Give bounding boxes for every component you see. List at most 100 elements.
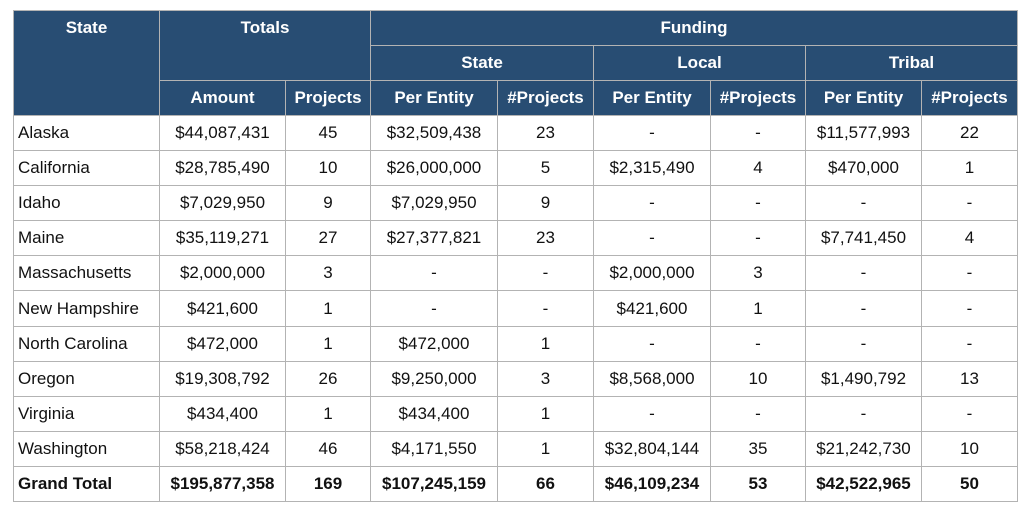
cell-amount: $35,119,271	[159, 220, 286, 257]
cell-tribal-per-entity: -	[805, 185, 922, 222]
cell-tribal-per-entity: -	[805, 325, 922, 362]
cell-projects: 45	[285, 114, 371, 152]
cell-tribal-projects: -	[921, 255, 1018, 292]
cell-state-per-entity: $107,245,159	[370, 465, 498, 503]
header-state: State	[13, 10, 160, 116]
header-funding: Funding	[370, 10, 1018, 46]
cell-projects: 46	[285, 430, 371, 467]
cell-local-per-entity: $8,568,000	[593, 360, 711, 397]
cell-tribal-projects: -	[921, 185, 1018, 222]
header-state-projects: #Projects	[497, 80, 594, 116]
cell-tribal-projects: -	[921, 395, 1018, 432]
header-local-per-entity: Per Entity	[593, 80, 711, 116]
cell-state-projects: -	[497, 290, 594, 327]
cell-tribal-projects: -	[921, 290, 1018, 327]
cell-state: New Hampshire	[13, 290, 160, 327]
cell-amount: $195,877,358	[159, 465, 286, 503]
cell-local-projects: 35	[710, 430, 806, 467]
cell-local-projects: 53	[710, 465, 806, 503]
cell-local-per-entity: $421,600	[593, 290, 711, 327]
cell-state-per-entity: $9,250,000	[370, 360, 498, 397]
cell-amount: $7,029,950	[159, 185, 286, 222]
table-row: California $28,785,490 10 $26,000,000 5 $2,31…	[13, 150, 1018, 187]
header-local-projects: #Projects	[710, 80, 806, 116]
table-row: Maine $35,119,271 27 $27,377,821 23- - $7,741,…	[13, 220, 1018, 257]
header-amount: Amount	[159, 80, 286, 116]
cell-state-per-entity: $472,000	[370, 325, 498, 362]
header-tribal-per-entity: Per Entity	[805, 80, 922, 116]
grand-total-row: Grand Total $195,877,358 169 $107,245,159 66…	[13, 465, 1018, 503]
header-funding-local: Local	[593, 45, 806, 81]
cell-state-projects: 23	[497, 220, 594, 257]
cell-local-per-entity: -	[593, 325, 711, 362]
cell-local-projects: 1	[710, 290, 806, 327]
cell-local-per-entity: $46,109,234	[593, 465, 711, 503]
header-tribal-projects: #Projects	[921, 80, 1018, 116]
cell-projects: 27	[285, 220, 371, 257]
cell-state: Massachusetts	[13, 255, 160, 292]
cell-state-per-entity: $32,509,438	[370, 114, 498, 152]
header-funding-state: State	[370, 45, 594, 81]
table-row: Alaska $44,087,431 45 $32,509,438 23- - $11,57…	[13, 114, 1018, 152]
cell-projects: 1	[285, 395, 371, 432]
cell-tribal-projects: 10	[921, 430, 1018, 467]
cell-tribal-projects: -	[921, 325, 1018, 362]
cell-local-per-entity: -	[593, 114, 711, 152]
cell-tribal-projects: 1	[921, 150, 1018, 187]
cell-amount: $44,087,431	[159, 114, 286, 152]
cell-local-per-entity: -	[593, 185, 711, 222]
cell-state-per-entity: -	[370, 290, 498, 327]
cell-state: Virginia	[13, 395, 160, 432]
cell-tribal-projects: 4	[921, 220, 1018, 257]
cell-state-per-entity: $434,400	[370, 395, 498, 432]
cell-state-projects: 3	[497, 360, 594, 397]
cell-tribal-per-entity: $7,741,450	[805, 220, 922, 257]
cell-local-projects: -	[710, 395, 806, 432]
cell-state-per-entity: $4,171,550	[370, 430, 498, 467]
cell-local-projects: 10	[710, 360, 806, 397]
cell-amount: $434,400	[159, 395, 286, 432]
cell-state: Idaho	[13, 185, 160, 222]
cell-local-per-entity: $2,000,000	[593, 255, 711, 292]
cell-state-projects: 1	[497, 430, 594, 467]
cell-amount: $421,600	[159, 290, 286, 327]
cell-tribal-per-entity: $11,577,993	[805, 114, 922, 152]
cell-amount: $58,218,424	[159, 430, 286, 467]
cell-local-projects: 4	[710, 150, 806, 187]
cell-tribal-per-entity: -	[805, 395, 922, 432]
cell-tribal-projects: 13	[921, 360, 1018, 397]
cell-state: Oregon	[13, 360, 160, 397]
header-projects: Projects	[285, 80, 371, 116]
header-totals: Totals	[159, 10, 371, 81]
table-row: North Carolina $472,000 1 $472,000 1- - - -	[13, 325, 1018, 362]
cell-tribal-per-entity: -	[805, 290, 922, 327]
cell-state-projects: 5	[497, 150, 594, 187]
cell-local-projects: 3	[710, 255, 806, 292]
cell-state-projects: 1	[497, 325, 594, 362]
cell-projects: 10	[285, 150, 371, 187]
cell-amount: $19,308,792	[159, 360, 286, 397]
cell-tribal-per-entity: -	[805, 255, 922, 292]
cell-state: Grand Total	[13, 465, 160, 503]
cell-state: Maine	[13, 220, 160, 257]
cell-state: California	[13, 150, 160, 187]
cell-tribal-per-entity: $470,000	[805, 150, 922, 187]
cell-state-per-entity: -	[370, 255, 498, 292]
cell-projects: 169	[285, 465, 371, 503]
cell-tribal-projects: 50	[921, 465, 1018, 503]
table-row: Washington $58,218,424 46 $4,171,550 1 $32,80…	[13, 430, 1018, 467]
cell-amount: $472,000	[159, 325, 286, 362]
cell-local-per-entity: $32,804,144	[593, 430, 711, 467]
cell-state-projects: -	[497, 255, 594, 292]
cell-state-projects: 23	[497, 114, 594, 152]
cell-amount: $2,000,000	[159, 255, 286, 292]
cell-local-projects: -	[710, 220, 806, 257]
funding-table: State Totals Funding State Local Tribal …	[13, 10, 1018, 503]
table-row: Oregon $19,308,792 26 $9,250,000 3 $8,568,000…	[13, 360, 1018, 397]
table-row: New Hampshire $421,600 1- - $421,600 1- -	[13, 290, 1018, 327]
cell-amount: $28,785,490	[159, 150, 286, 187]
cell-state-per-entity: $26,000,000	[370, 150, 498, 187]
header-state-per-entity: Per Entity	[370, 80, 498, 116]
header-funding-tribal: Tribal	[805, 45, 1018, 81]
cell-state: Washington	[13, 430, 160, 467]
